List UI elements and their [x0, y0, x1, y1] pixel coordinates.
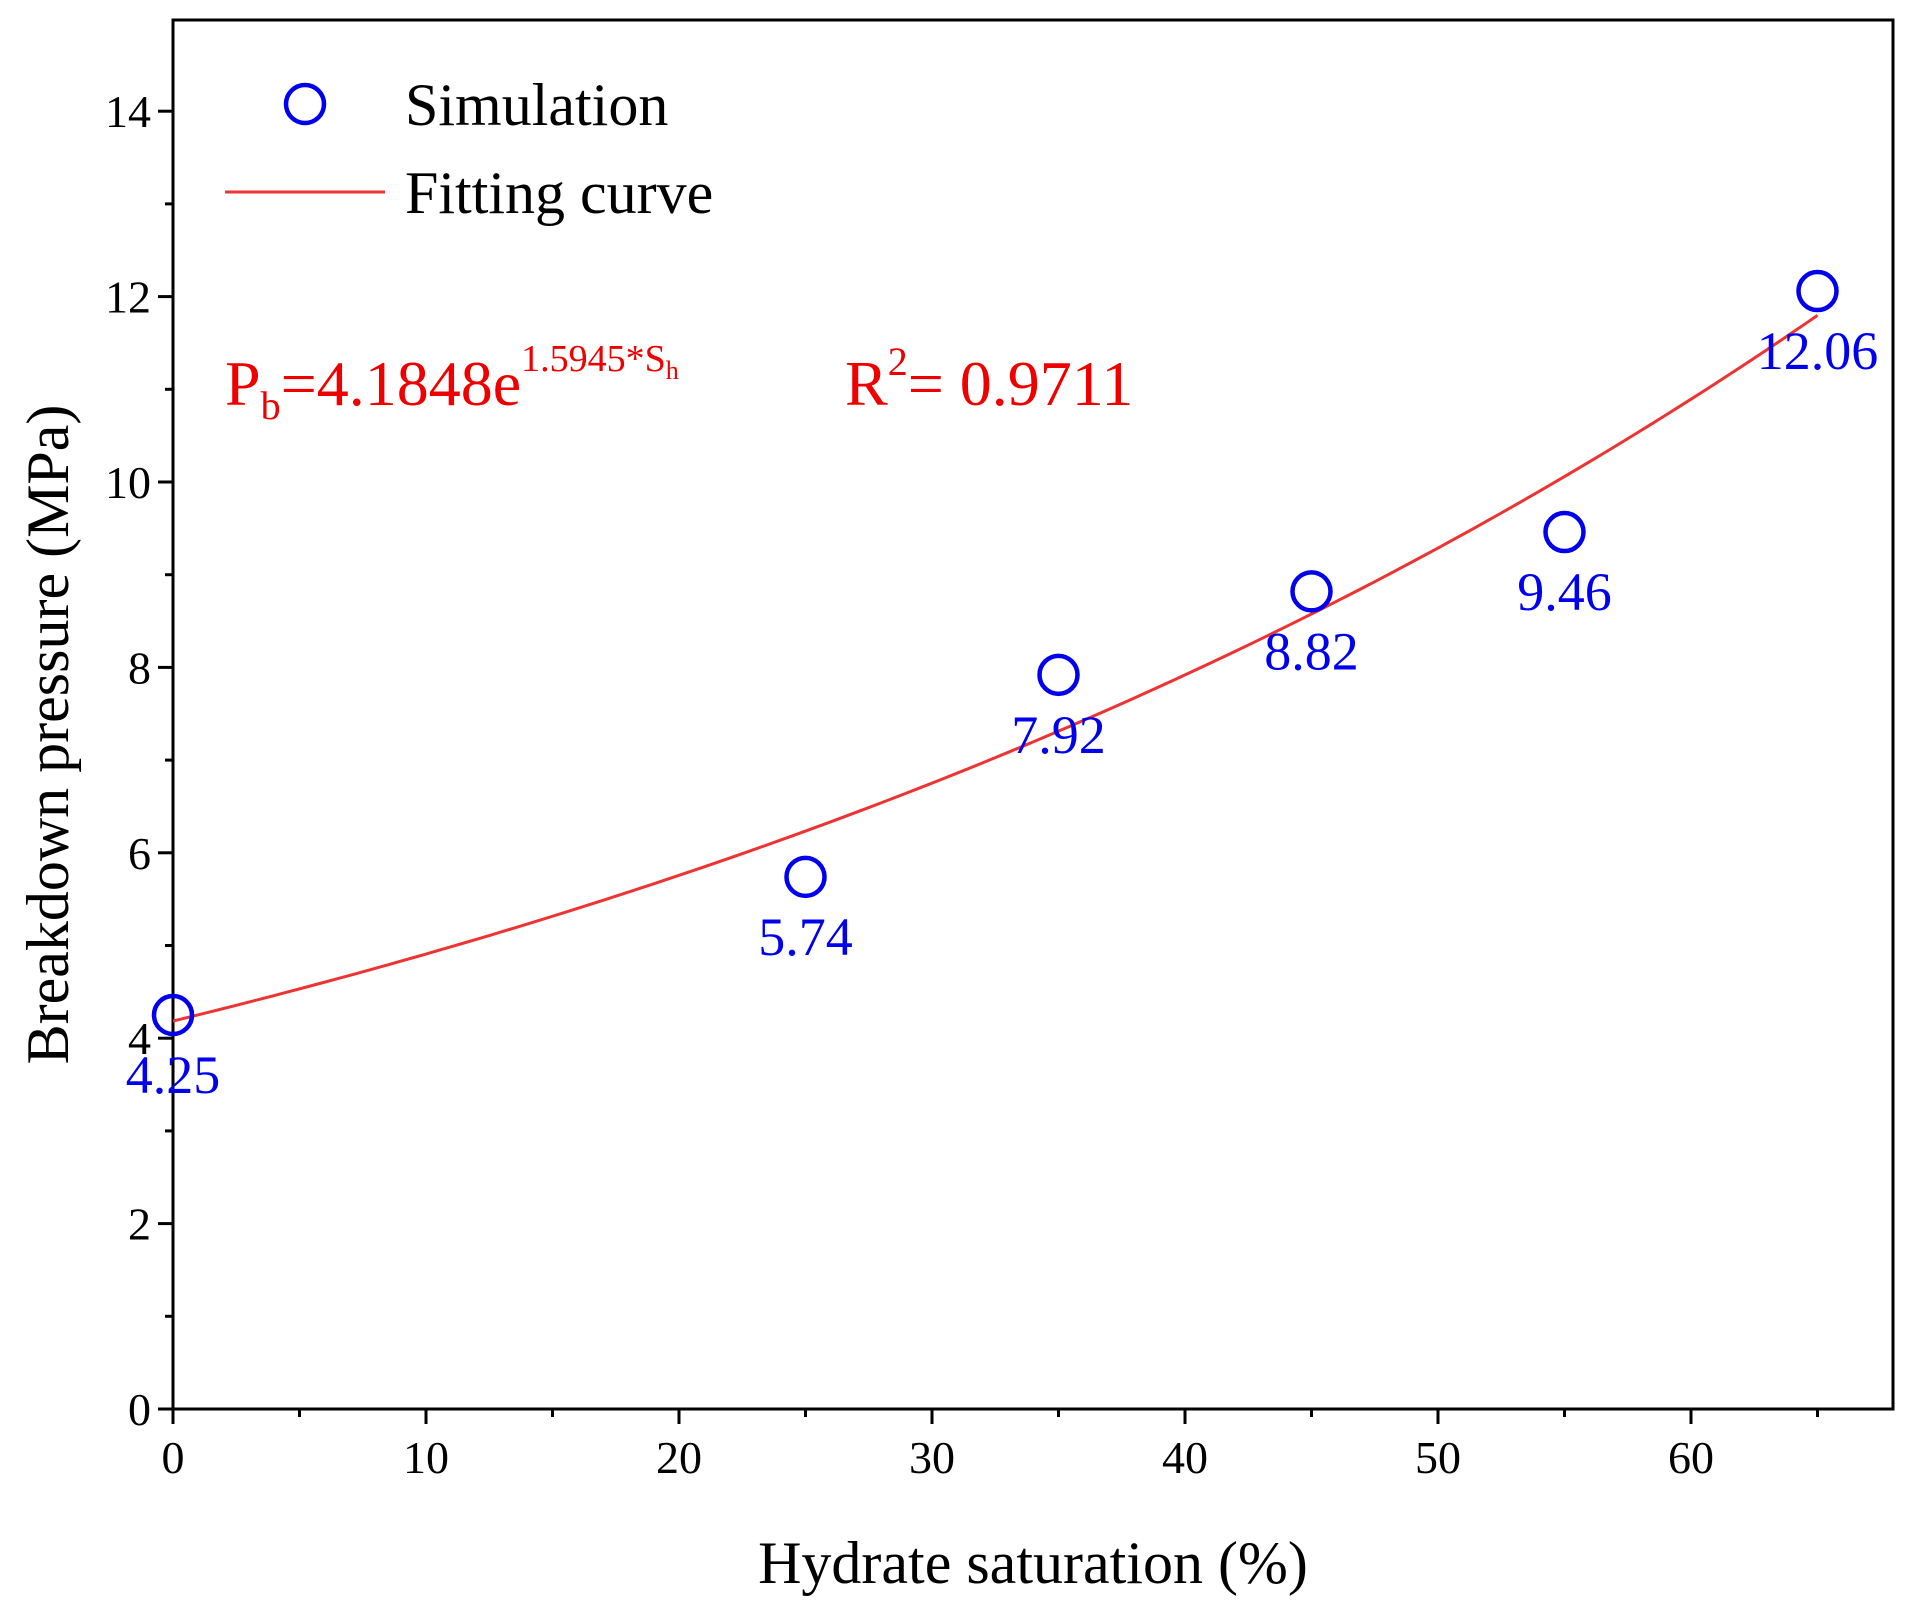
simulation-point — [1290, 570, 1333, 613]
fit-equation: Pb=4.1848e1.5945*Sh — [225, 338, 679, 428]
y-tick-label: 6 — [128, 828, 151, 879]
y-tick-label: 8 — [128, 642, 151, 693]
y-tick-label: 14 — [105, 86, 151, 137]
simulation-points-layer: 4.25 5.74 7.92 8.82 9.46 12.06 — [126, 269, 1879, 1105]
legend: Simulation Fitting curve — [225, 72, 713, 226]
data-label: 8.82 — [1264, 621, 1359, 681]
axes: 0 10 20 30 40 50 60 0 2 4 6 8 10 12 14 Hydrate saturati… — [15, 18, 1895, 1596]
x-axis-label: Hydrate saturation (%) — [758, 1530, 1308, 1596]
eq-lhs: P — [225, 348, 261, 419]
eq-lhs-sub: b — [261, 383, 281, 428]
legend-label-simulation: Simulation — [405, 72, 668, 138]
data-label: 4.25 — [126, 1045, 221, 1105]
y-tick-label: 12 — [105, 272, 151, 323]
legend-label-fitting-curve: Fitting curve — [405, 160, 713, 226]
r2-label: R — [845, 348, 888, 419]
simulation-point — [1037, 653, 1080, 697]
fitting-curve-line — [172, 314, 1819, 1023]
data-label: 5.74 — [758, 907, 853, 967]
eq-exponent-sub: h — [666, 356, 679, 385]
x-tick-label: 60 — [1668, 1432, 1714, 1483]
eq-exponent: 1.5945*S — [521, 338, 666, 380]
x-tick-label: 20 — [656, 1432, 702, 1483]
data-label: 9.46 — [1517, 562, 1612, 622]
y-axis-label: Breakdown pressure (MPa) — [15, 405, 81, 1065]
simulation-point — [1796, 269, 1839, 313]
x-tick-label: 50 — [1415, 1432, 1461, 1483]
y-tick-label: 0 — [128, 1384, 151, 1435]
x-tick-label: 10 — [403, 1432, 449, 1483]
r-squared: R2= 0.9711 — [845, 339, 1133, 419]
simulation-point — [784, 855, 827, 899]
data-label: 7.92 — [1011, 705, 1106, 765]
y-tick-label: 10 — [105, 457, 151, 508]
x-tick-label: 30 — [909, 1432, 955, 1483]
simulation-point — [151, 993, 195, 1037]
eq-rhs: =4.1848e — [281, 348, 522, 419]
r2-superscript: 2 — [888, 339, 908, 384]
r2-value: = 0.9711 — [908, 348, 1134, 419]
equation-annotation: Pb=4.1848e1.5945*Sh R2= 0.9711 — [225, 338, 1133, 428]
fitting-curve-layer — [172, 314, 1819, 1023]
y-tick-label: 4 — [128, 1013, 151, 1064]
data-label: 12.06 — [1757, 321, 1879, 381]
legend-marker-simulation — [283, 82, 327, 126]
simulation-point — [1543, 510, 1586, 554]
x-tick-label: 40 — [1162, 1432, 1208, 1483]
y-tick-label: 2 — [128, 1199, 151, 1250]
plot-frame — [171, 18, 1895, 1411]
x-tick-label: 0 — [162, 1432, 185, 1483]
